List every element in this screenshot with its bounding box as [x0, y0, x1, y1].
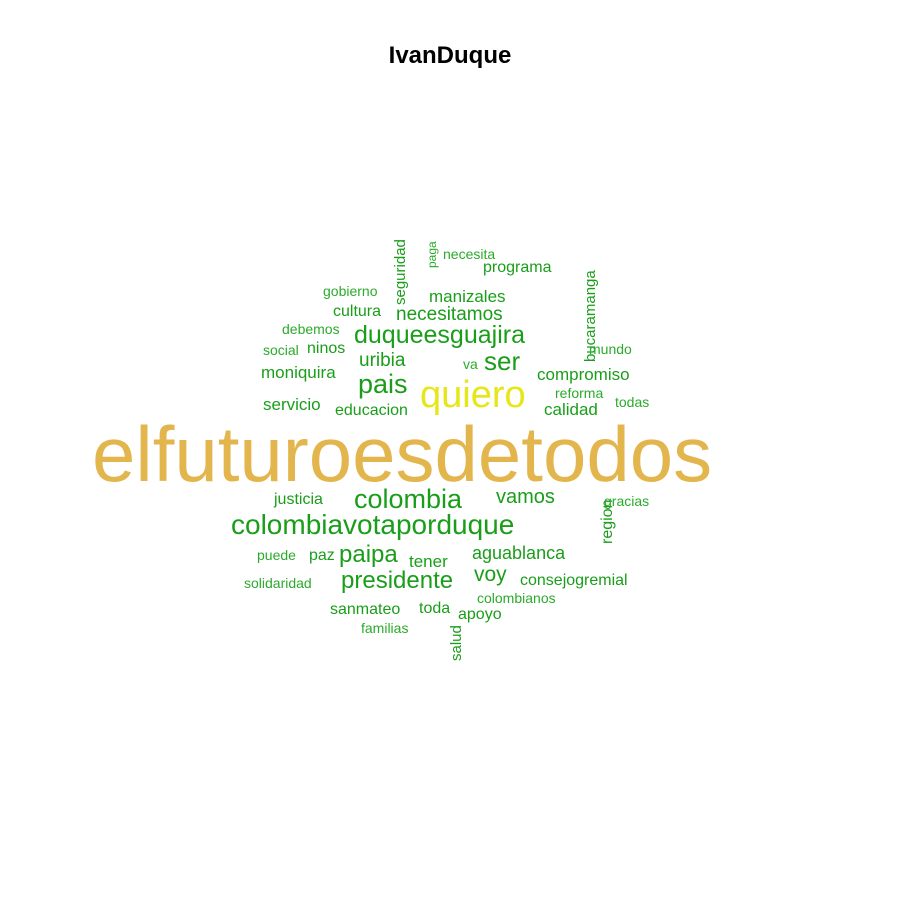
word-programa: programa [483, 259, 552, 276]
word-seguridad: seguridad [392, 239, 409, 305]
word-colombia: colombia [354, 484, 463, 514]
word-reforma: reforma [555, 385, 604, 401]
word-gobierno: gobierno [323, 283, 378, 299]
word-paga: paga [425, 241, 439, 268]
word-cultura: cultura [333, 303, 382, 320]
word-social: social [263, 342, 299, 358]
word-puede: puede [257, 547, 296, 563]
word-servicio: servicio [263, 395, 321, 414]
word-consejogremial: consejogremial [520, 572, 628, 589]
word-tener: tener [409, 552, 448, 571]
word-calidad: calidad [544, 400, 598, 419]
word-solidaridad: solidaridad [244, 575, 312, 591]
word-elfuturoesdetodos: elfuturoesdetodos [92, 410, 713, 498]
word-justicia: justicia [274, 491, 323, 508]
word-familias: familias [361, 620, 409, 636]
word-todas: todas [615, 394, 650, 410]
word-quiero: quiero [420, 374, 526, 416]
word-mundo: mundo [589, 341, 632, 357]
word-salud: salud [448, 625, 465, 661]
word-manizales: manizales [429, 287, 506, 306]
word-educacion: educacion [335, 402, 408, 419]
word-colombiavotaporduque: colombiavotaporduque [231, 509, 515, 540]
word-pais: pais [358, 369, 408, 399]
word-paipa: paipa [339, 541, 398, 568]
word-va: va [463, 356, 478, 372]
word-vamos: vamos [496, 486, 555, 508]
word-duqueesguajira: duqueesguajira [354, 321, 525, 349]
word-toda: toda [419, 600, 451, 617]
word-apoyo: apoyo [458, 606, 502, 623]
word-necesitamos: necesitamos [396, 304, 503, 325]
word-ser: ser [484, 346, 521, 376]
page-title: IvanDuque [388, 42, 512, 69]
word-uribia: uribia [359, 350, 406, 371]
word-paz: paz [309, 547, 335, 564]
word-debemos: debemos [282, 321, 340, 337]
word-necesita: necesita [443, 246, 496, 262]
word-ninos: ninos [307, 340, 346, 357]
word-voy: voy [474, 563, 507, 586]
word-compromiso: compromiso [537, 365, 630, 384]
word-colombianos: colombianos [477, 590, 556, 606]
word-sanmateo: sanmateo [330, 601, 401, 618]
word-presidente: presidente [341, 567, 454, 594]
word-gracias: gracias [604, 493, 650, 509]
word-aguablanca: aguablanca [472, 543, 566, 563]
word-moniquira: moniquira [261, 363, 336, 382]
